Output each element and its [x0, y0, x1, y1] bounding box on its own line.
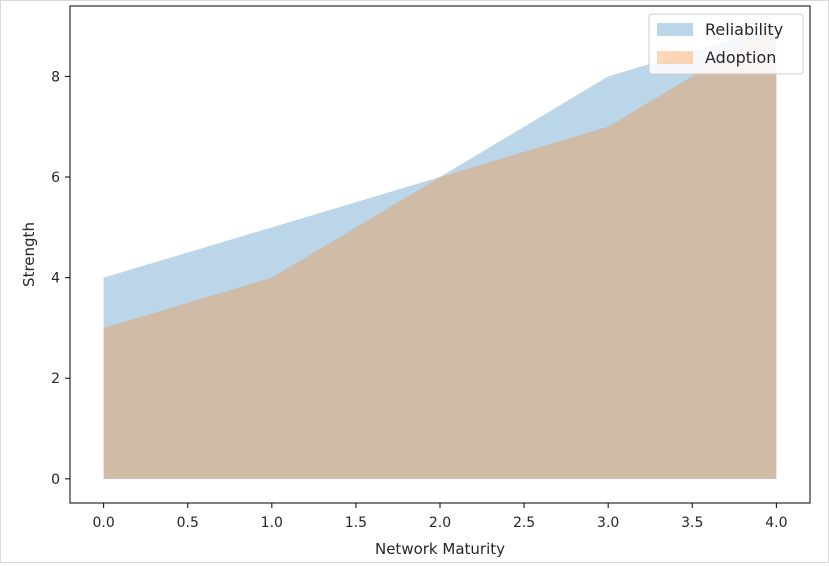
x-axis-label: Network Maturity [375, 540, 505, 558]
y-axis-label: Strength [20, 222, 38, 287]
y-tick-label: 2 [51, 371, 60, 387]
x-tick-label: 0.0 [93, 515, 115, 531]
legend-swatch-reliability [657, 23, 693, 36]
legend-label-adoption: Adoption [705, 48, 776, 67]
x-tick-label: 4.0 [765, 515, 787, 531]
y-tick-label: 0 [51, 472, 60, 488]
x-ticks: 0.0 0.5 1.0 1.5 2.0 2.5 3.0 3.5 4.0 [93, 503, 787, 531]
x-tick-label: 2.5 [513, 515, 535, 531]
x-tick-label: 3.0 [597, 515, 619, 531]
area-series-group [103, 26, 777, 479]
x-tick-label: 1.0 [261, 515, 283, 531]
y-tick-label: 8 [51, 69, 60, 85]
y-tick-label: 6 [51, 170, 60, 186]
y-tick-label: 4 [51, 271, 60, 287]
x-tick-label: 0.5 [177, 515, 199, 531]
x-tick-label: 1.5 [345, 515, 367, 531]
legend-box [648, 13, 804, 75]
y-ticks: 0 2 4 6 8 [51, 69, 70, 488]
legend-label-reliability: Reliability [705, 20, 783, 39]
x-tick-label: 3.5 [681, 515, 703, 531]
x-tick-label: 2.0 [429, 515, 451, 531]
area-adoption [103, 26, 777, 479]
legend-swatch-adoption [657, 51, 693, 64]
area-reliability [103, 26, 777, 479]
legend: Reliability Adoption [648, 13, 804, 75]
